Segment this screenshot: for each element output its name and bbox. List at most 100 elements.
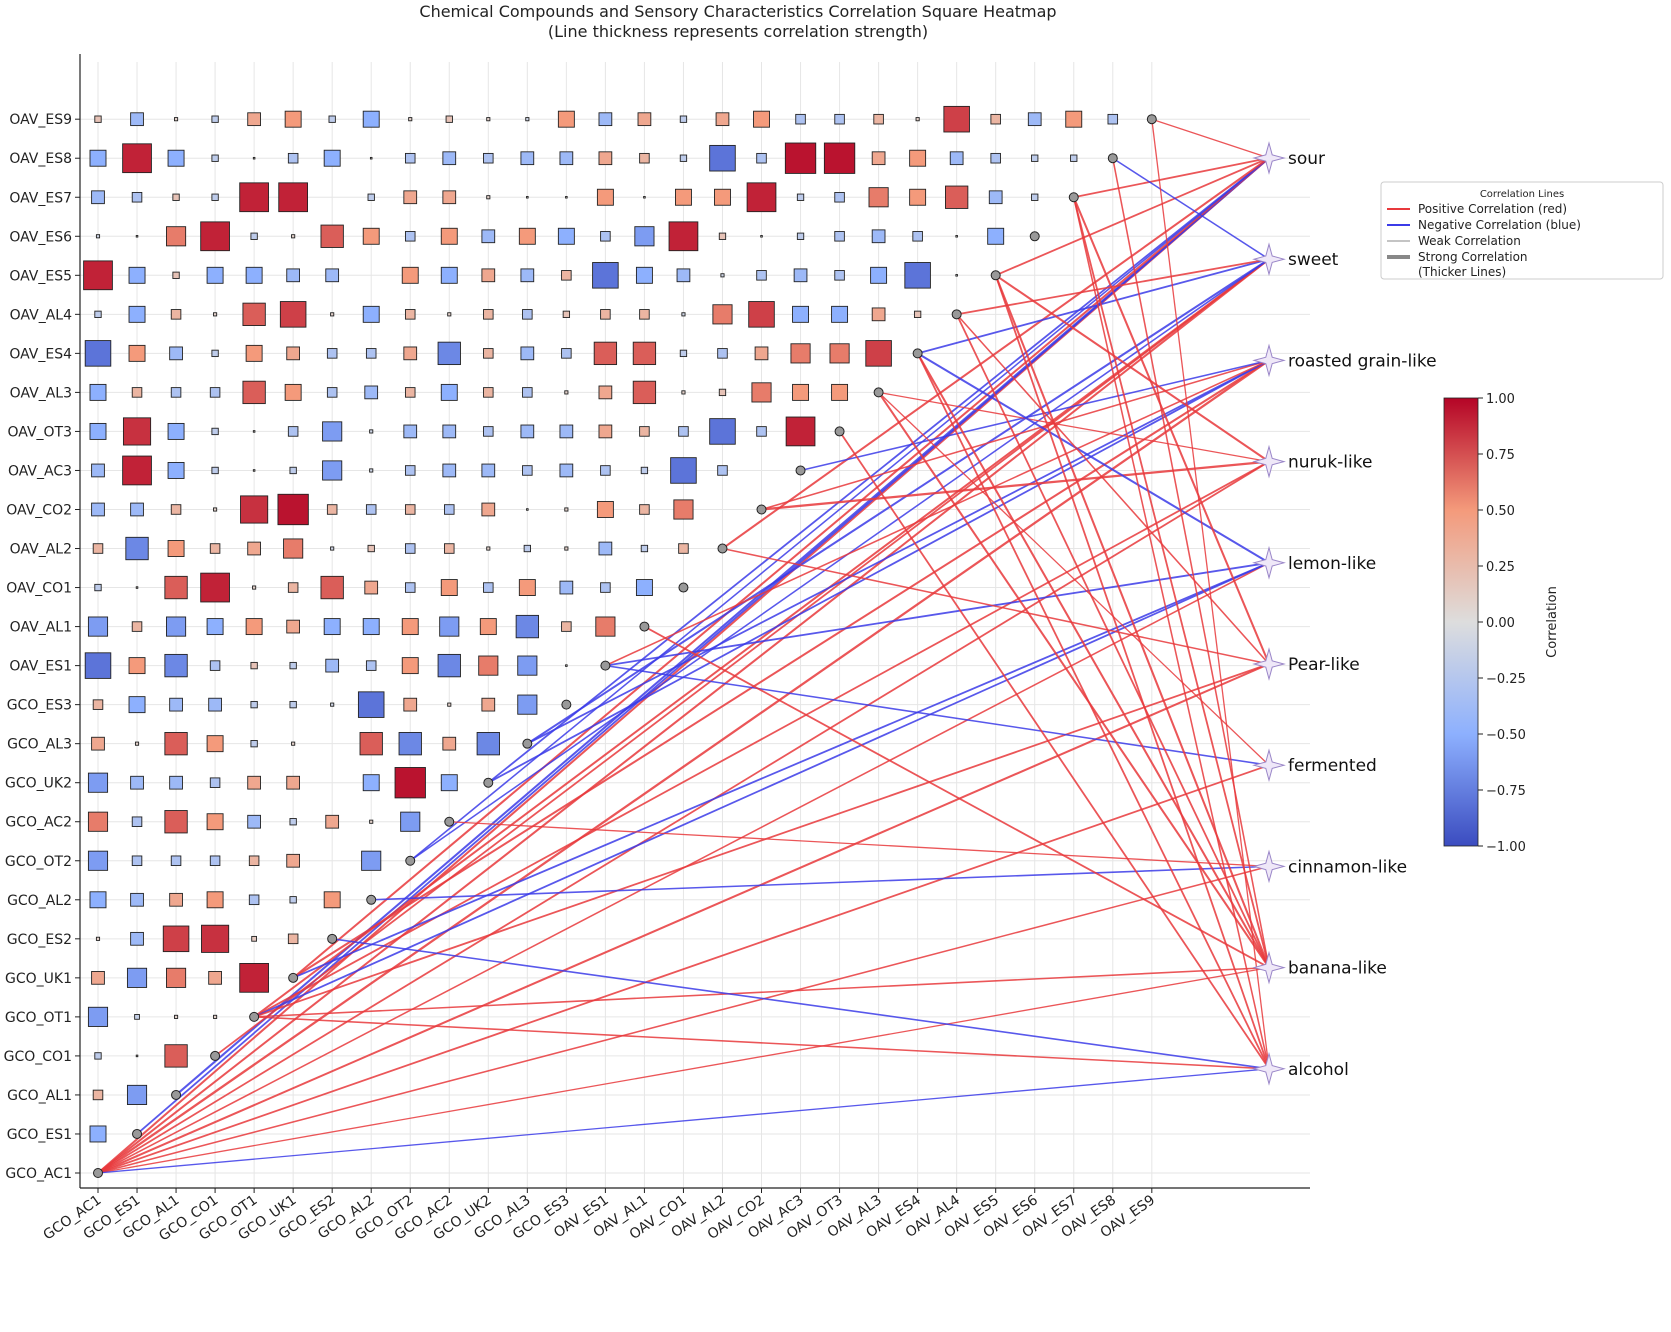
- heatmap-cell: [250, 232, 258, 240]
- heatmap-cell: [404, 543, 416, 554]
- sensory-star-icon: [1252, 444, 1286, 479]
- heatmap-cell: [871, 229, 886, 244]
- heatmap-cell: [206, 618, 224, 636]
- heatmap-cell: [283, 538, 304, 559]
- heatmap-cell: [526, 508, 529, 511]
- correlation-line: [97, 359, 1270, 1174]
- heatmap-cell: [242, 380, 266, 405]
- heatmap-cell: [167, 540, 185, 557]
- heatmap-cell: [756, 270, 767, 281]
- heatmap-cell: [91, 736, 105, 751]
- heatmap-cell: [709, 144, 736, 172]
- heatmap-cell: [990, 152, 1001, 164]
- colorbar-tick-label: 0.50: [1486, 504, 1515, 519]
- heatmap-cell: [679, 349, 688, 358]
- heatmap-cell: [84, 340, 112, 367]
- compound-node: [1146, 114, 1157, 125]
- heatmap-cell: [128, 657, 146, 675]
- heatmap-cell: [517, 655, 538, 676]
- compound-node: [834, 426, 845, 437]
- y-tick-label: GCO_OT1: [5, 1010, 72, 1026]
- correlation-line: [761, 460, 1270, 511]
- heatmap-cell: [439, 616, 460, 637]
- heatmap-cell: [829, 343, 850, 364]
- heatmap-cell: [676, 268, 691, 283]
- sensory-label: nuruk-like: [1288, 453, 1372, 473]
- heatmap-cell: [596, 188, 614, 206]
- heatmap-cell: [91, 502, 105, 517]
- heatmap-cell: [403, 697, 418, 712]
- sensory-star-icon: [1252, 545, 1286, 580]
- heatmap-cell: [632, 380, 657, 405]
- heatmap-cell: [94, 1052, 102, 1060]
- heatmap-cell: [364, 385, 379, 400]
- correlation-line: [916, 352, 1270, 969]
- heatmap-cell: [122, 455, 152, 486]
- heatmap-cell: [943, 105, 970, 133]
- heatmap-cell: [561, 348, 572, 359]
- heatmap-cell: [834, 113, 845, 125]
- heatmap-cell: [442, 736, 457, 751]
- heatmap-cell: [796, 193, 805, 201]
- correlation-line: [995, 157, 1270, 277]
- heatmap-cell: [277, 493, 309, 526]
- correlation-line: [1112, 158, 1270, 968]
- correlation-line: [526, 258, 1270, 745]
- heatmap-cell: [714, 188, 731, 206]
- correlation-line: [449, 821, 1270, 868]
- y-tick-label: OAV_CO1: [6, 581, 72, 597]
- heatmap-cell: [287, 426, 299, 437]
- heatmap-cell: [831, 305, 849, 323]
- heatmap-cell: [289, 896, 297, 904]
- correlation-line: [292, 359, 1270, 979]
- heatmap-cell: [130, 892, 144, 907]
- heatmap-cell: [174, 1014, 179, 1019]
- heatmap-cell: [172, 271, 180, 279]
- heatmap-cell: [834, 191, 845, 203]
- heatmap-cell: [367, 193, 375, 201]
- sensory-star-icon: [1252, 141, 1286, 175]
- correlation-line: [721, 157, 1270, 550]
- sensory-star-icon: [1252, 242, 1286, 277]
- heatmap-cell: [717, 465, 728, 476]
- heatmap-cell: [287, 152, 299, 164]
- heatmap-cell: [209, 660, 221, 671]
- heatmap-cell: [169, 892, 183, 907]
- heatmap-cell: [242, 302, 266, 326]
- heatmap-cell: [522, 465, 533, 476]
- correlation-line: [97, 966, 1270, 1174]
- heatmap-cell: [793, 268, 808, 283]
- heatmap-cell: [289, 700, 297, 709]
- heatmap-cell: [328, 115, 336, 123]
- correlation-line: [1151, 118, 1270, 159]
- heatmap-cell: [164, 653, 188, 678]
- y-tick-label: GCO_CO1: [4, 1049, 72, 1065]
- heatmap-cell: [279, 301, 307, 328]
- correlation-line: [253, 258, 1270, 1018]
- correlation-line: [878, 391, 1270, 463]
- heatmap-cell: [670, 457, 697, 484]
- heatmap-cell: [211, 349, 219, 358]
- heatmap-cell: [201, 924, 230, 953]
- heatmap-cell: [643, 195, 646, 199]
- heatmap-cell: [562, 310, 571, 318]
- heatmap-cell: [751, 382, 772, 403]
- heatmap-cell: [1070, 154, 1078, 162]
- heatmap-cell: [404, 465, 416, 476]
- heatmap-cell: [325, 658, 340, 673]
- heatmap-cell: [122, 143, 152, 174]
- heatmap-cell: [403, 190, 418, 205]
- heatmap-cell: [164, 575, 188, 600]
- heatmap-cell: [131, 816, 143, 827]
- correlation-line: [878, 391, 1270, 766]
- heatmap-cell: [167, 149, 185, 167]
- heatmap-cell: [172, 193, 180, 201]
- heatmap-cell: [135, 586, 139, 589]
- correlation-line: [487, 157, 1270, 784]
- correlation-line: [214, 258, 1270, 1057]
- heatmap-cell: [483, 309, 494, 320]
- compound-node: [678, 582, 689, 593]
- y-tick-label: OAV_ES1: [9, 659, 72, 675]
- heatmap-cell: [211, 115, 219, 123]
- heatmap-cell: [167, 422, 185, 440]
